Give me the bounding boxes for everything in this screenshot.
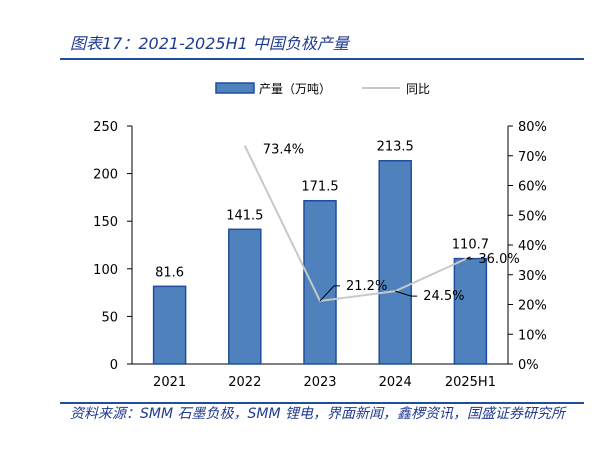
bar-value-label: 141.5 [226,208,263,223]
legend-label-bar: 产量（万吨） [259,82,331,96]
figure-title: 图表17：2021-2025H1 中国负极产量 [70,34,349,53]
data-labels: 81.6 141.5 171.5 213.5 110.7 73.4% 21.2% 24.5% 3… [155,140,520,304]
yoy-line [243,145,471,303]
y-left-tick-label: 0 [110,358,118,373]
y-right-tick-label: 70% [518,150,547,165]
y-right-tick-label: 10% [518,328,547,343]
title-divider [60,58,584,60]
yoy-line-layer [243,145,471,303]
source-divider [60,402,584,404]
yoy-leader-line [395,290,418,297]
x-tick-label: 2022 [228,375,261,390]
yoy-value-label: 73.4% [263,143,304,158]
x-tick-label: 2024 [379,375,412,390]
y-right-tick-label: 60% [518,180,547,195]
y-right-tick-label: 0% [518,358,539,373]
legend-label-line: 同比 [406,82,430,96]
y-right-tick-label: 80% [518,120,547,135]
bar [228,228,262,365]
axes: 0 50 100 150 200 250 0% 10% 20% 30% 40% 50% 60% 70% 80… [93,120,547,390]
x-tick-label: 2023 [303,375,336,390]
yoy-value-label: 21.2% [346,279,387,294]
y-right-tick-label: 50% [518,209,547,224]
yoy-leader-line [466,256,473,260]
y-right-tick-label: 20% [518,299,547,314]
bar-value-label: 110.7 [452,238,489,253]
yoy-value-label: 36.0% [478,252,519,267]
x-tick-label: 2025H1 [445,375,496,390]
bars [152,159,488,365]
bar-value-label: 81.6 [155,265,184,280]
y-left-tick-label: 100 [93,263,118,278]
x-tick-label: 2021 [153,375,186,390]
y-left-tick-label: 150 [93,215,118,230]
yoy-value-label: 24.5% [423,289,464,304]
y-left-tick-label: 50 [101,310,118,325]
bar [453,257,488,365]
y-left-tick-label: 200 [93,168,118,183]
legend-swatch-bar [215,82,255,94]
bar [152,285,187,365]
legend: 产量（万吨） 同比 [215,82,430,96]
yoy-leader-line [319,285,340,302]
y-right-tick-label: 30% [518,269,547,284]
bar-value-label: 213.5 [377,140,414,155]
y-right-tick-label: 40% [518,239,547,254]
bar [378,159,412,365]
source-note: 资料来源：SMM 石墨负极，SMM 锂电，界面新闻，鑫椤资讯，国盛证券研究所 [70,406,565,422]
bar [303,199,337,365]
y-left-tick-label: 250 [93,120,118,135]
bar-value-label: 171.5 [301,180,338,195]
